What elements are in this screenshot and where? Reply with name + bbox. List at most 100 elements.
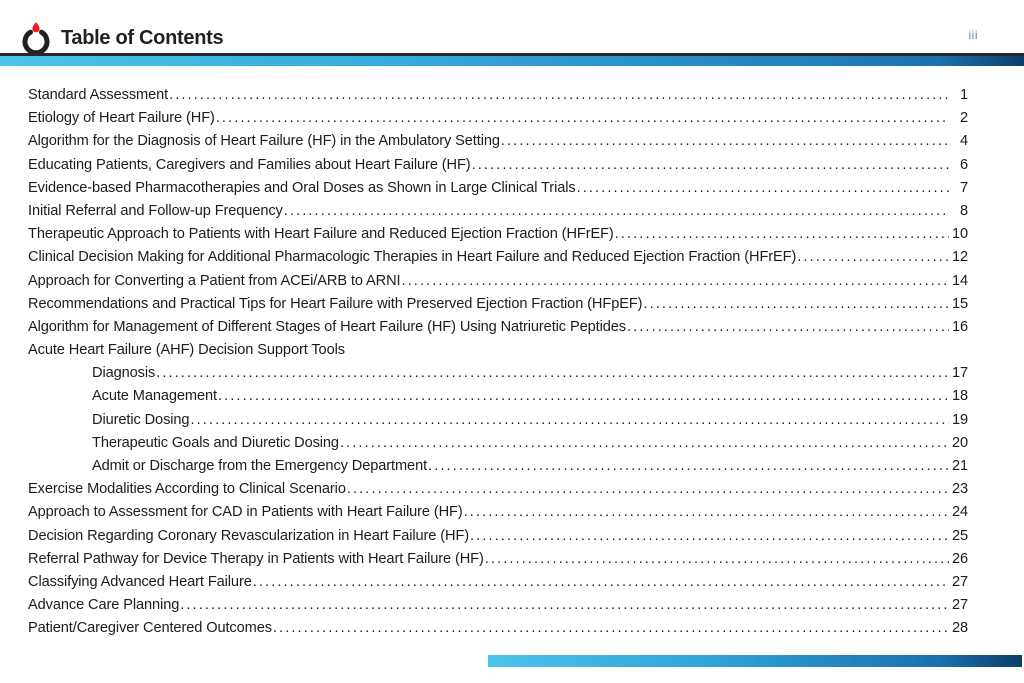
toc-dot-leader <box>218 385 949 408</box>
toc-entry[interactable]: Advance Care Planning 27 <box>28 594 968 617</box>
toc-dot-leader <box>169 84 949 107</box>
toc-entry[interactable]: Algorithm for the Diagnosis of Heart Fai… <box>28 130 968 153</box>
toc-dot-leader <box>615 223 949 246</box>
toc-entry[interactable]: Therapeutic Approach to Patients with He… <box>28 223 968 246</box>
toc-entry[interactable]: Therapeutic Goals and Diuretic Dosing 20 <box>28 432 968 455</box>
toc-entry[interactable]: Admit or Discharge from the Emergency De… <box>28 455 968 478</box>
toc-page-number: 2 <box>959 110 968 127</box>
toc-dot-leader <box>190 409 949 432</box>
toc-entry[interactable]: Diagnosis 17 <box>28 362 968 385</box>
toc-page-number: 25 <box>952 527 969 544</box>
heart-flame-icon <box>20 21 52 56</box>
toc-page-number: 24 <box>952 504 969 521</box>
toc-dot-leader <box>470 525 949 548</box>
toc-entry[interactable]: Evidence-based Pharmacotherapies and Ora… <box>28 177 968 200</box>
toc-entry-label: Acute Management <box>92 388 217 405</box>
toc-dot-leader <box>797 246 949 269</box>
toc-page-number: 16 <box>952 318 969 335</box>
toc-entry[interactable]: Standard Assessment 1 <box>28 84 968 107</box>
toc-entry-label: Decision Regarding Coronary Revasculariz… <box>28 527 470 544</box>
toc-page-number: 12 <box>952 249 969 266</box>
toc-dot-leader <box>284 200 949 223</box>
toc-entry[interactable]: Recommendations and Practical Tips for H… <box>28 293 968 316</box>
toc-dot-leader <box>273 617 949 640</box>
header-gradient-bar <box>0 56 1024 66</box>
toc-entry-label: Approach for Converting a Patient from A… <box>28 272 401 289</box>
toc-entry-label: Standard Assessment <box>28 87 169 103</box>
toc-dot-leader <box>485 548 949 571</box>
toc-entry[interactable]: Initial Referral and Follow-up Frequency… <box>28 200 968 223</box>
toc-page-number: 6 <box>959 156 968 173</box>
toc-entry-label: Educating Patients, Caregivers and Famil… <box>28 156 471 173</box>
toc-page-number: 7 <box>959 179 968 196</box>
toc-page-number: 28 <box>952 620 969 637</box>
toc-entry-label: Clinical Decision Making for Additional … <box>28 249 797 266</box>
toc-entry[interactable]: Diuretic Dosing 19 <box>28 409 968 432</box>
toc-dot-leader <box>464 501 949 524</box>
toc-entry[interactable]: Classifying Advanced Heart Failure 27 <box>28 571 968 594</box>
toc-dot-leader <box>402 270 950 293</box>
toc-dot-leader <box>156 362 949 385</box>
toc-entry[interactable]: Algorithm for Management of Different St… <box>28 316 968 339</box>
toc-page-number: 23 <box>952 481 969 498</box>
toc-entry-label: Exercise Modalities According to Clinica… <box>28 481 346 498</box>
toc-page-number: 27 <box>952 597 969 614</box>
folio-page-number: iii <box>968 28 978 42</box>
toc-page-number: 1 <box>959 87 968 103</box>
toc-entry-label: Algorithm for the Diagnosis of Heart Fai… <box>28 133 500 150</box>
toc-page-number: 21 <box>952 458 969 474</box>
toc-dot-leader <box>501 130 949 153</box>
page-title: Table of Contents <box>61 27 224 49</box>
toc-dot-leader <box>180 594 949 617</box>
toc-entry-label: Recommendations and Practical Tips for H… <box>28 295 643 312</box>
toc-list: Standard Assessment 1 Etiology of Heart … <box>28 84 968 641</box>
toc-dot-leader <box>340 432 949 455</box>
toc-page-number: 18 <box>952 388 969 405</box>
toc-dot-leader <box>627 316 949 339</box>
toc-entry-label: Diagnosis <box>92 365 156 382</box>
toc-page-number: 14 <box>952 272 969 289</box>
toc-entry[interactable]: Acute Heart Failure (AHF) Decision Suppo… <box>28 339 968 362</box>
toc-page-number: 20 <box>952 434 969 451</box>
toc-dot-leader <box>428 455 949 478</box>
toc-entry-label: Evidence-based Pharmacotherapies and Ora… <box>28 179 576 196</box>
toc-entry[interactable]: Clinical Decision Making for Additional … <box>28 246 968 269</box>
toc-page-number: 10 <box>952 226 969 243</box>
toc-dot-leader <box>643 293 949 316</box>
toc-page-number: 17 <box>952 365 969 382</box>
toc-dot-leader <box>347 478 949 501</box>
toc-page-number: 19 <box>952 411 969 428</box>
toc-entry-label: Classifying Advanced Heart Failure <box>28 573 252 590</box>
toc-entry[interactable]: Acute Management 18 <box>28 385 968 408</box>
toc-entry-label: Diuretic Dosing <box>92 411 190 428</box>
toc-entry-label: Therapeutic Approach to Patients with He… <box>28 226 614 243</box>
toc-page-number: 15 <box>952 295 969 312</box>
header-rule <box>0 53 1024 56</box>
toc-dot-leader <box>577 177 949 200</box>
toc-entry-label: Approach to Assessment for CAD in Patien… <box>28 504 463 521</box>
toc-entry-label: Advance Care Planning <box>28 597 180 614</box>
toc-dot-leader <box>472 154 949 177</box>
toc-entry-label: Patient/Caregiver Centered Outcomes <box>28 620 272 637</box>
toc-entry-label: Acute Heart Failure (AHF) Decision Suppo… <box>28 342 345 359</box>
toc-dot-leader <box>216 107 949 130</box>
toc-dot-leader <box>253 571 949 594</box>
toc-entry[interactable]: Etiology of Heart Failure (HF) 2 <box>28 107 968 130</box>
toc-entry[interactable]: Referral Pathway for Device Therapy in P… <box>28 548 968 571</box>
toc-page-number: 8 <box>959 202 968 219</box>
toc-page-number: 4 <box>959 133 968 150</box>
toc-entry[interactable]: Decision Regarding Coronary Revasculariz… <box>28 525 968 548</box>
toc-entry-label: Algorithm for Management of Different St… <box>28 318 626 335</box>
toc-entry-label: Initial Referral and Follow-up Frequency <box>28 202 283 219</box>
toc-entry[interactable]: Exercise Modalities According to Clinica… <box>28 478 968 501</box>
toc-page-number: 27 <box>952 573 969 590</box>
footer-gradient-bar <box>488 655 1022 667</box>
toc-entry-label: Referral Pathway for Device Therapy in P… <box>28 550 484 567</box>
toc-entry[interactable]: Patient/Caregiver Centered Outcomes 28 <box>28 617 968 640</box>
toc-entry[interactable]: Approach to Assessment for CAD in Patien… <box>28 501 968 524</box>
toc-entry-label: Therapeutic Goals and Diuretic Dosing <box>92 434 339 451</box>
toc-entry[interactable]: Approach for Converting a Patient from A… <box>28 270 968 293</box>
toc-entry-label: Admit or Discharge from the Emergency De… <box>92 458 428 474</box>
toc-entry[interactable]: Educating Patients, Caregivers and Famil… <box>28 154 968 177</box>
